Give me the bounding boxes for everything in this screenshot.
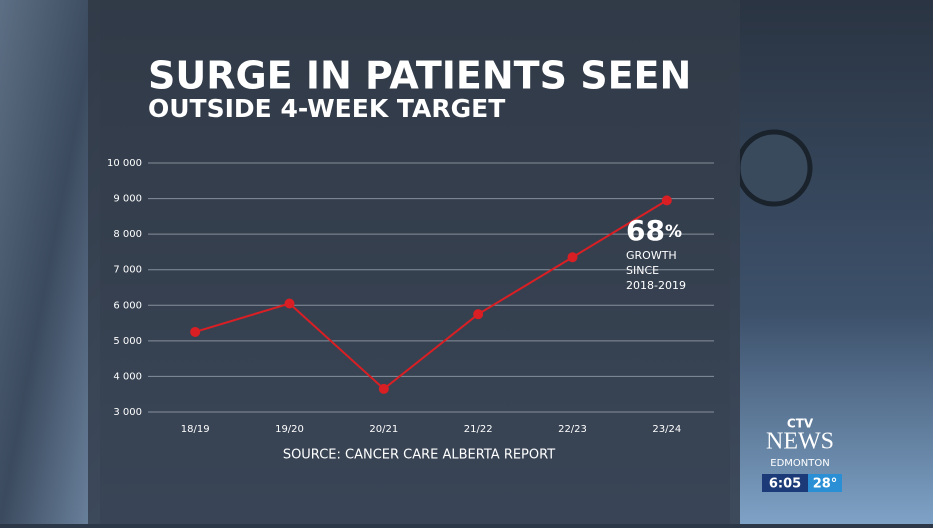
data-point — [190, 326, 201, 337]
x-tick-label: 21/22 — [464, 424, 493, 435]
station-logo: CTV NEWS EDMONTON 6:05 28° — [762, 417, 842, 492]
data-point — [473, 309, 484, 320]
time-box — [762, 474, 808, 492]
annotation-line: SINCE — [626, 264, 659, 277]
station: EDMONTON — [770, 458, 829, 469]
data-point — [661, 195, 672, 206]
x-tick-label: 19/20 — [275, 424, 304, 435]
temp-box — [808, 474, 842, 492]
data-point — [567, 252, 578, 263]
y-tick-label: 5 000 — [113, 336, 142, 347]
chart-title: SURGE IN PATIENTS SEEN — [148, 54, 691, 98]
annotation-value: 68% — [626, 214, 682, 247]
chart-panel — [88, 0, 740, 524]
door-window — [735, 129, 813, 207]
x-tick-label: 22/23 — [558, 424, 587, 435]
temperature: 28° — [813, 477, 838, 492]
y-tick-label: 8 000 — [113, 229, 142, 240]
x-tick-label: 18/19 — [181, 424, 210, 435]
background-right — [730, 0, 933, 524]
y-tick-label: 9 000 — [113, 194, 142, 205]
y-tick-label: 7 000 — [113, 265, 142, 276]
y-tick-label: 4 000 — [113, 371, 142, 382]
data-point — [378, 383, 389, 394]
background-left — [0, 0, 100, 524]
annotation-line: 2018-2019 — [626, 279, 686, 292]
y-tick-label: 3 000 — [113, 407, 142, 418]
source: SOURCE: CANCER CARE ALBERTA REPORT — [283, 448, 555, 463]
plot: 3 000 4 000 5 000 6 000 7 000 8 000 9 000 10 00… — [107, 158, 714, 435]
x-tick-label: 20/21 — [369, 424, 398, 435]
annotation-line: GROWTH — [626, 249, 677, 262]
data-line — [194, 199, 668, 391]
chart-subtitle: OUTSIDE 4-WEEK TARGET — [148, 94, 505, 123]
annotation-unit: % — [665, 222, 682, 242]
y-tick-label: 10 000 — [107, 158, 142, 169]
y-tick-label: 6 000 — [113, 300, 142, 311]
data-point — [284, 298, 295, 309]
annotation-number: 68 — [626, 214, 665, 247]
network: CTV — [787, 417, 814, 431]
time: 6:05 — [769, 477, 801, 492]
x-tick-label: 23/24 — [652, 424, 681, 435]
brand: NEWS — [766, 429, 834, 455]
